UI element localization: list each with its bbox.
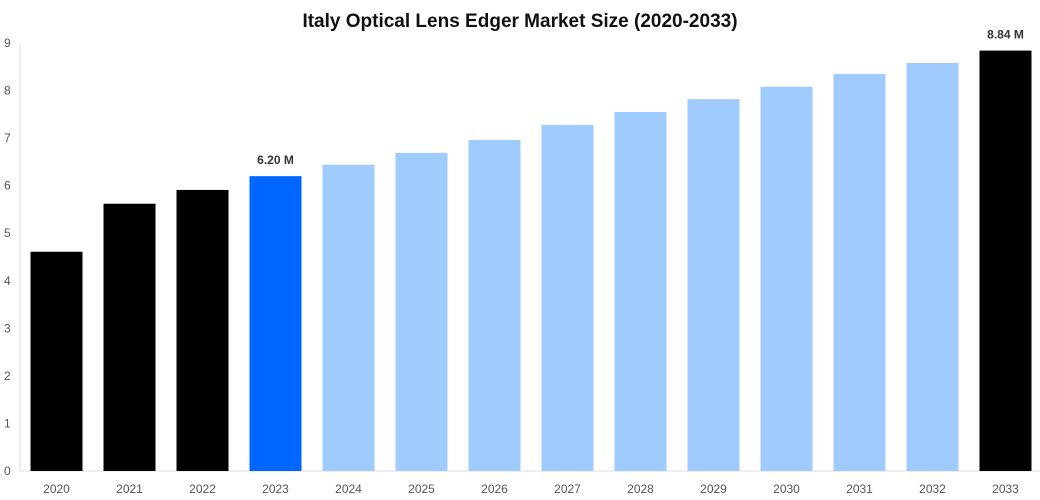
x-tick-label: 2025 <box>408 482 435 496</box>
y-tick-label: 6 <box>4 179 11 193</box>
x-tick-label: 2023 <box>262 482 289 496</box>
bar-2024 <box>322 164 375 471</box>
x-tick-label: 2026 <box>481 482 508 496</box>
x-tick-label: 2024 <box>335 482 362 496</box>
bar-2025 <box>395 152 448 471</box>
bar-2032 <box>906 62 959 472</box>
y-tick-label: 2 <box>4 369 11 383</box>
data-label: 6.20 M <box>257 153 294 167</box>
x-tick-label: 2031 <box>846 482 873 496</box>
y-tick-label: 5 <box>4 226 11 240</box>
y-tick-label: 3 <box>4 321 11 335</box>
bar-2022 <box>176 189 229 472</box>
x-tick-label: 2029 <box>700 482 727 496</box>
y-tick-label: 8 <box>4 84 11 98</box>
y-tick-label: 4 <box>4 274 11 288</box>
bar-2027 <box>541 124 594 471</box>
bar-2029 <box>687 99 740 472</box>
x-tick-label: 2022 <box>189 482 216 496</box>
bar-2020 <box>30 251 83 471</box>
bar-2033 <box>979 50 1032 472</box>
y-tick-label: 0 <box>4 464 11 478</box>
x-tick-label: 2027 <box>554 482 581 496</box>
bar-2023 <box>249 176 302 471</box>
bar-2026 <box>468 140 521 471</box>
bar-2030 <box>760 86 813 472</box>
x-tick-label: 2028 <box>627 482 654 496</box>
y-tick-label: 1 <box>4 416 11 430</box>
x-tick-label: 2030 <box>773 482 800 496</box>
chart-title: Italy Optical Lens Edger Market Size (20… <box>302 11 737 32</box>
bar-2031 <box>833 73 886 472</box>
x-tick-label: 2020 <box>43 482 70 496</box>
x-tick-label: 2033 <box>992 482 1019 496</box>
x-tick-label: 2032 <box>919 482 946 496</box>
bar-2028 <box>614 111 667 471</box>
y-tick-label: 7 <box>4 131 11 145</box>
bar-2021 <box>103 203 156 471</box>
data-label: 8.84 M <box>987 28 1024 42</box>
x-tick-label: 2021 <box>116 482 143 496</box>
y-tick-label: 9 <box>4 36 11 50</box>
